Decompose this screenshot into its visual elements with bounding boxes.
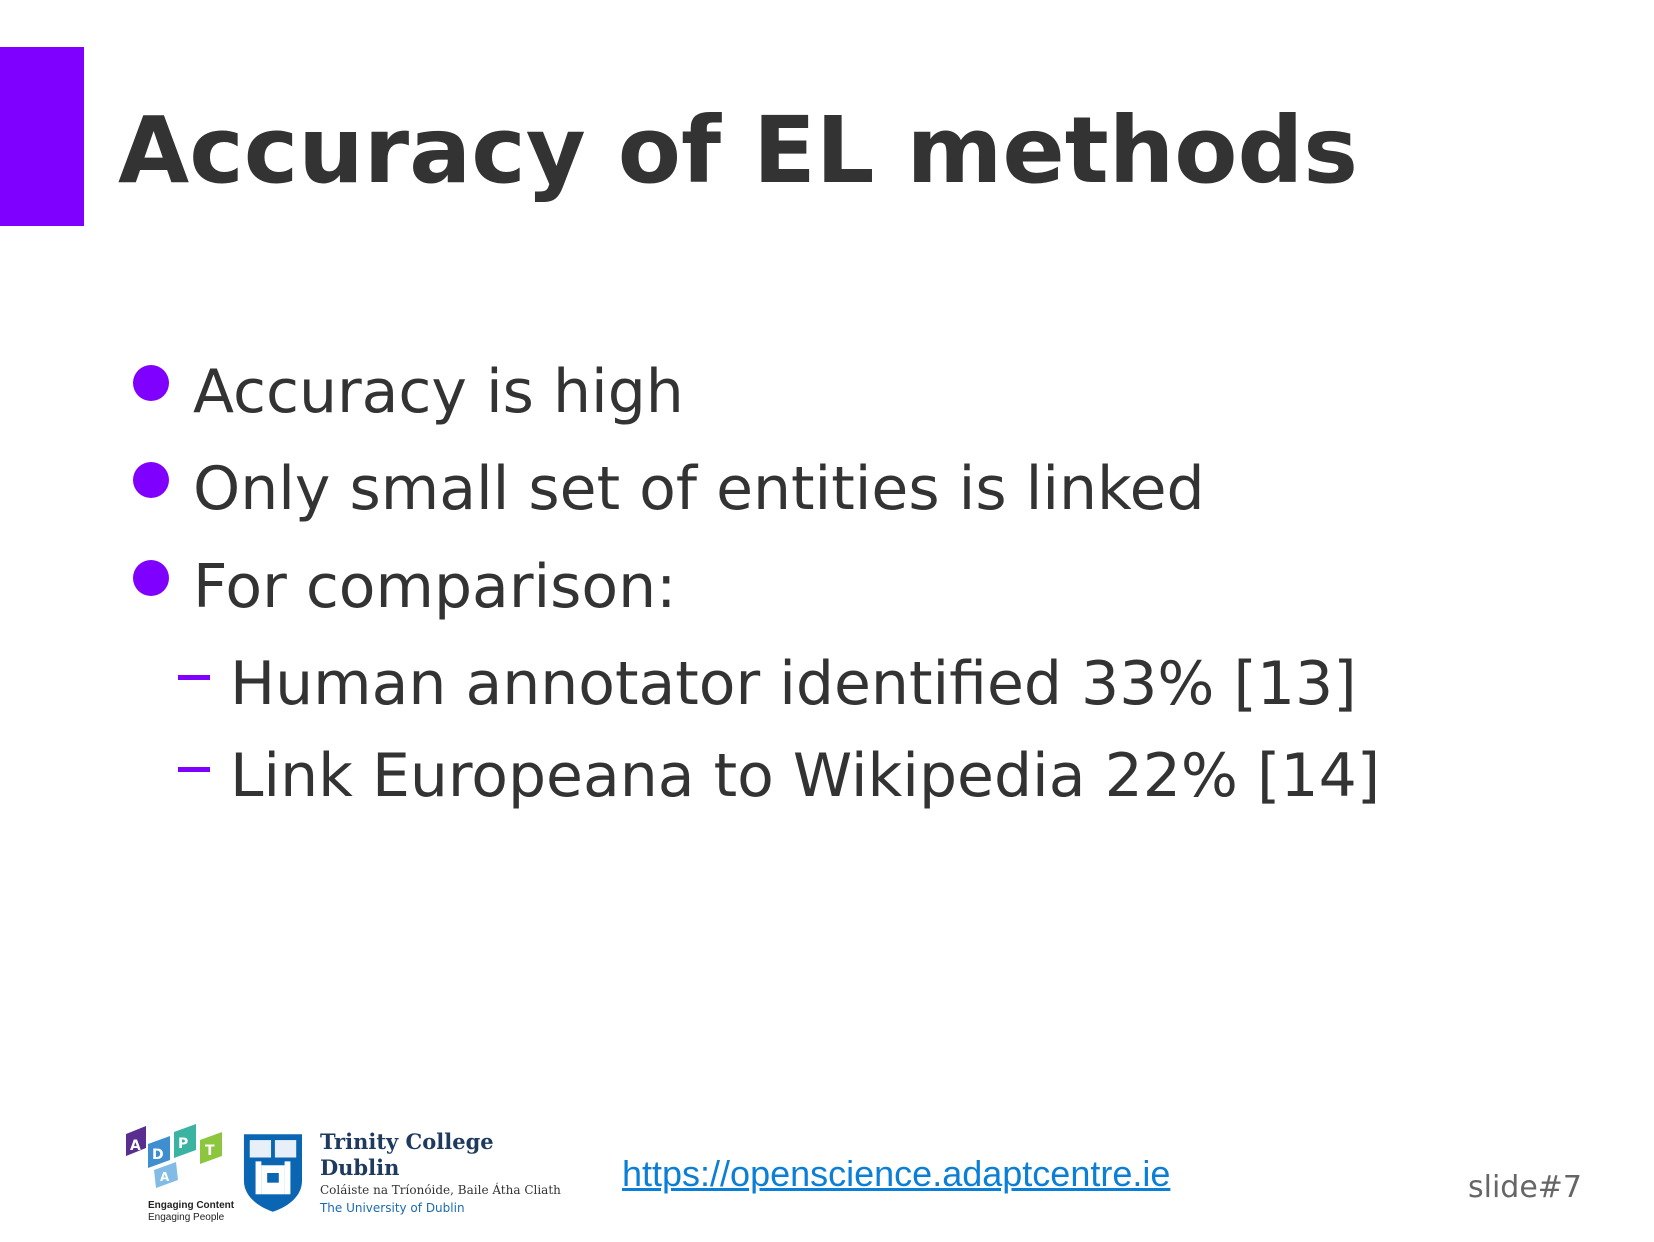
tcd-crest-icon — [243, 1134, 303, 1212]
footer-logos: A D A P T Engaging Content Engaging Peop… — [112, 1104, 572, 1242]
adapt-tagline: Engaging Content Engaging People — [148, 1200, 234, 1224]
tcd-subtitle: The University of Dublin — [319, 1201, 465, 1215]
openscience-link[interactable]: https://openscience.adaptcentre.ie — [622, 1153, 1171, 1194]
svg-text:D: D — [152, 1147, 164, 1163]
bullet-dot-icon — [133, 560, 169, 596]
bullet-dot-icon — [133, 365, 169, 401]
adapt-tagline-line-2: Engaging People — [148, 1212, 225, 1223]
bullet-text: For comparison: — [193, 552, 677, 622]
bullet-item: Accuracy is high — [133, 362, 684, 422]
svg-text:P: P — [178, 1136, 188, 1152]
dash-icon — [178, 766, 210, 772]
sub-bullet-text: Human annotator identified 33% [13] — [230, 649, 1357, 719]
title-accent-bar — [0, 47, 84, 226]
adapt-tagline-line-1: Engaging Content — [148, 1200, 235, 1211]
sub-bullet-item: Link Europeana to Wikipedia 22% [14] — [178, 746, 1380, 806]
bullet-item: Only small set of entities is linked — [133, 459, 1205, 519]
tcd-irish-name: Coláiste na Tríonóide, Baile Átha Cliath — [319, 1183, 561, 1197]
svg-text:A: A — [130, 1138, 141, 1154]
bullet-text: Only small set of entities is linked — [193, 454, 1205, 524]
svg-text:A: A — [160, 1170, 170, 1184]
slide-title: Accuracy of EL methods — [118, 97, 1359, 204]
bullet-dot-icon — [133, 462, 169, 498]
svg-text:T: T — [205, 1143, 215, 1159]
tcd-wordmark: Trinity College Dublin Coláiste na Tríon… — [320, 1129, 572, 1217]
sub-bullet-item: Human annotator identified 33% [13] — [178, 654, 1357, 714]
dash-icon — [178, 674, 210, 680]
bullet-list: Accuracy is high Only small set of entit… — [133, 362, 1380, 806]
adapt-logo: A D A P T Engaging Content Engaging Peop… — [112, 1104, 242, 1242]
tcd-name: Trinity College Dublin — [319, 1129, 494, 1180]
bullet-item: For comparison: — [133, 557, 676, 617]
sub-bullet-text: Link Europeana to Wikipedia 22% [14] — [230, 741, 1381, 811]
slide-number: slide#7 — [1468, 1170, 1583, 1205]
adapt-logo-graphic: A D A P T — [126, 1124, 222, 1188]
bullet-text: Accuracy is high — [193, 357, 684, 427]
